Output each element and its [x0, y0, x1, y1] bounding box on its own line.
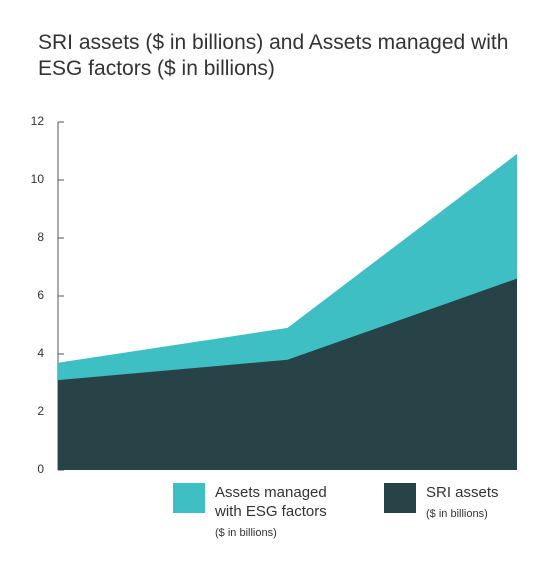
legend-note: ($ in billions) [426, 508, 488, 520]
legend-swatch [173, 483, 205, 513]
y-tick-label: 4 [37, 346, 44, 360]
y-tick-label: 0 [37, 462, 44, 476]
y-tick-label: 2 [37, 404, 44, 418]
y-tick-label: 10 [31, 172, 45, 186]
legend-label: SRI assets [426, 484, 499, 501]
area [58, 278, 517, 470]
legend-note: ($ in billions) [215, 527, 277, 539]
legend-swatch [384, 483, 416, 513]
y-tick-label: 6 [37, 288, 44, 302]
chart-title: SRI assets ($ in billions) and Assets ma… [38, 31, 509, 80]
legend-item: SRI assets ($ in billions) [384, 483, 499, 520]
legend-label: Assets managed with ESG factors [215, 484, 327, 520]
legend-item: Assets managed with ESG factors ($ in bi… [173, 483, 355, 539]
y-tick-label: 12 [31, 114, 45, 128]
y-tick-label: 8 [37, 230, 44, 244]
